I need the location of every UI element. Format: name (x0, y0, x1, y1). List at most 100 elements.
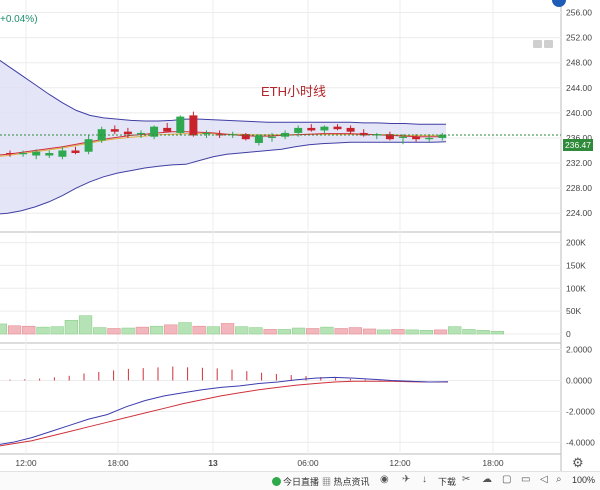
download-label[interactable]: 下载 (438, 477, 457, 487)
window-icon[interactable]: ▢ (502, 474, 512, 485)
volume-bar (192, 325, 206, 335)
price-tick-label: 228.00 (566, 183, 592, 193)
candle-body (110, 129, 119, 132)
macd-panel[interactable] (0, 366, 449, 447)
volume-bar (377, 329, 391, 335)
candle-body (425, 137, 434, 140)
candle-body (202, 132, 211, 135)
price-panel[interactable] (0, 56, 561, 215)
grid-lines (0, 0, 562, 471)
volume-bar (334, 328, 348, 335)
arrow-down-icon[interactable]: ↓ (422, 474, 427, 485)
time-tick-label: 18:00 (482, 458, 504, 468)
volume-bar (220, 323, 235, 335)
volume-bar (93, 327, 107, 335)
candle-body (71, 150, 80, 153)
zoom-level[interactable]: 100% (572, 475, 596, 485)
candle-body (189, 115, 198, 136)
volume-bar (348, 327, 362, 335)
volume-bar (462, 329, 476, 335)
volume-bar (78, 315, 93, 335)
today-live-label: 今日直播 (283, 477, 320, 487)
candle-body (58, 150, 67, 157)
candle-body (123, 131, 132, 135)
candle-body (241, 134, 250, 140)
chrome-icon[interactable]: ◉ (380, 474, 389, 485)
panel-controls[interactable] (533, 35, 555, 53)
volume-bar (320, 326, 334, 335)
candle-body (399, 136, 407, 138)
today-live-button[interactable]: 今日直播 (272, 475, 319, 488)
volume-bar (178, 322, 192, 335)
pin-icon[interactable]: ✈ (402, 474, 411, 485)
time-tick-label: 13 (208, 458, 218, 468)
hot-news-button[interactable]: ▦ 热点资讯 (322, 475, 370, 488)
price-tick-label: 248.00 (566, 58, 592, 68)
last-price-tag: 236.47 (563, 139, 593, 151)
display-icon[interactable]: ▭ (521, 474, 531, 485)
macd-tick-label: 0.0000 (566, 375, 592, 385)
candle-body (438, 134, 447, 138)
zoom-icon[interactable]: ⌕ (556, 474, 562, 485)
news-icon: ▦ (322, 477, 332, 487)
candle-body (215, 134, 224, 136)
volume-bar (206, 326, 220, 335)
volume-bar (362, 328, 377, 335)
volume-bar (135, 326, 149, 335)
volume-bar (7, 325, 22, 335)
volume-bar (291, 327, 306, 335)
macd-dif-line (0, 376, 449, 445)
volume-bar (64, 319, 78, 335)
volume-bar (36, 326, 50, 335)
volume-bar (121, 327, 135, 335)
volume-bar (0, 323, 7, 335)
volume-tick-label: 100K (566, 283, 586, 293)
expand-icon[interactable] (544, 40, 553, 48)
price-tick-label: 256.00 (566, 8, 592, 18)
hot-news-label: 热点资讯 (333, 477, 370, 487)
green-dot-icon (272, 477, 281, 486)
bollinger-band-fill (0, 60, 446, 214)
macd-tick-label: 2.0000 (566, 345, 592, 355)
candle-body (6, 152, 14, 154)
candle-body (346, 127, 355, 132)
volume-bar (277, 329, 291, 335)
volume-bar (306, 328, 320, 335)
volume-tick-label: 0 (566, 329, 571, 339)
bollinger-upper-line (0, 59, 446, 125)
macd-tick-label: -4.0000 (566, 437, 595, 447)
price-tick-label: 232.00 (566, 158, 592, 168)
candle-body (307, 127, 316, 131)
speaker-icon[interactable]: ◁ (540, 474, 548, 485)
candle-body (32, 151, 41, 156)
bollinger-lower-line (0, 141, 447, 215)
candle-body (333, 126, 342, 130)
macd-dea-line (0, 380, 448, 447)
cloud-icon[interactable]: ☁ (482, 474, 492, 485)
collapse-icon[interactable] (533, 40, 542, 48)
volume-bar (235, 326, 249, 335)
candle-body (45, 152, 54, 156)
time-tick-label: 18:00 (107, 458, 129, 468)
change-percent: +0.04%) (0, 14, 38, 25)
avatar-dot-icon[interactable] (552, 0, 566, 7)
candle-body (412, 136, 421, 140)
time-tick-label: 06:00 (297, 458, 319, 468)
candle-body (19, 152, 28, 155)
volume-tick-label: 150K (566, 260, 586, 270)
volume-panel[interactable] (0, 315, 504, 335)
volume-bar (391, 329, 405, 335)
gear-icon[interactable]: ⚙ (572, 455, 584, 470)
volume-bar (22, 325, 36, 335)
candle-body (150, 126, 159, 137)
price-tick-label: 224.00 (566, 208, 592, 218)
price-tick-label: 236.00 (566, 133, 592, 143)
volume-bar (419, 330, 433, 335)
price-axes: 256.00 252.00 248.00 244.00 240.00 236.00 232.… (15, 8, 595, 468)
screenshot-icon[interactable]: ✂ (462, 474, 471, 485)
volume-bar (249, 327, 263, 335)
time-tick-label: 12:00 (389, 458, 411, 468)
volume-bar (405, 329, 419, 335)
candle-body (163, 127, 172, 132)
time-tick-label: 12:00 (15, 458, 37, 468)
